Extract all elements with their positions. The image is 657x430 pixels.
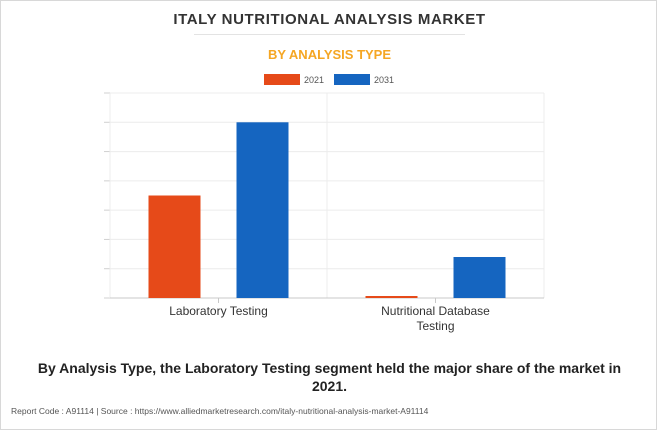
legend: 2021 2031 xyxy=(264,74,404,85)
chart-caption: By Analysis Type, the Laboratory Testing… xyxy=(37,360,622,394)
chart-title: ITALY NUTRITIONAL ANALYSIS MARKET xyxy=(173,11,486,28)
x-tick-label: Laboratory Testing xyxy=(169,304,268,318)
report-footer: Report Code : A91114 | Source : https://… xyxy=(11,406,429,416)
legend-label-2021: 2021 xyxy=(304,74,325,85)
bar-2021-2 xyxy=(365,296,418,298)
legend-swatch-2031 xyxy=(334,74,371,85)
legend-item-2021: 2021 xyxy=(264,74,324,85)
bar-2021-1 xyxy=(148,195,201,298)
bar-2031-2 xyxy=(453,257,506,298)
bar-2031-1 xyxy=(236,122,289,299)
legend-swatch-2021 xyxy=(264,74,300,85)
x-tick-label: Nutritional Database xyxy=(381,304,490,318)
x-tick-label: Testing xyxy=(416,319,454,333)
bar-chart: Laboratory Testing Nutritional DatabaseTe… xyxy=(104,92,545,333)
legend-label-2031: 2031 xyxy=(374,74,395,85)
chart-subtitle: BY ANALYSIS TYPE xyxy=(267,47,392,62)
title-divider xyxy=(194,34,465,35)
legend-item-2031: 2031 xyxy=(334,74,394,85)
